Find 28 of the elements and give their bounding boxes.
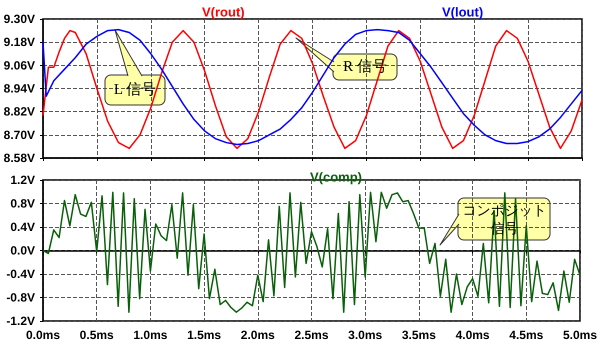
x-tick-label: 4.5ms [509,328,544,342]
y-tick-label: 8.82V [4,104,35,119]
y-tick-label: 8.70V [4,128,35,142]
y-tick-label: 8.58V [4,151,35,165]
x-tick-label: 2.0ms [240,328,276,342]
y-tick-label: 1.2V [10,173,35,187]
line-series [42,192,581,313]
y-tick-label: 9.06V [4,58,35,72]
y-tick-label: 0.8V [10,196,35,210]
y-tick-label: -0.8V [6,290,35,304]
x-tick-label: 1.5ms [187,328,222,342]
y-tick-label: 0.0V [10,244,35,258]
x-tick-label: 0.5ms [80,328,114,342]
x-tick-label: 2.5ms [294,328,329,342]
x-tick-label: 0.0ms [26,328,60,342]
y-tick-label: -0.4V [6,267,35,281]
y-tick-label: 9.18V [4,35,35,50]
y-tick-label: -1.2V [6,314,35,328]
text: V(lout) [442,4,484,20]
y-tick-label: 8.94V [4,82,35,96]
x-tick-label: 5.0ms [562,328,598,342]
series-label: V(rout) [202,4,245,20]
x-tick-label: 1.0ms [133,328,168,342]
y-tick-label: 0.4V [10,220,35,234]
x-tick-label: 3.5ms [402,328,436,342]
x-tick-label: 4.0ms [456,328,490,342]
y-tick-label: 9.30V [4,12,35,26]
x-tick-label: 3.0ms [348,328,383,342]
